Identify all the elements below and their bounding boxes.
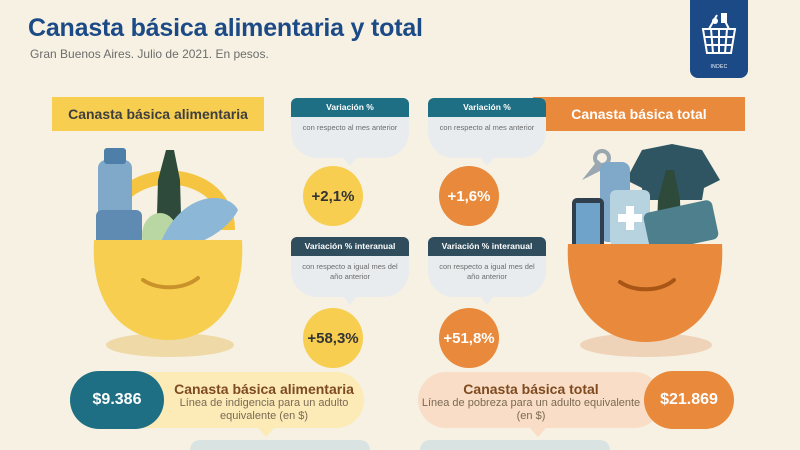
- page-title: Canasta básica alimentaria y total: [28, 14, 423, 42]
- monthly-variation-value-right: +1,6%: [439, 166, 499, 226]
- page-subtitle: Gran Buenos Aires. Julio de 2021. En pes…: [30, 47, 269, 61]
- bubble-label: Variación % interanual: [291, 237, 409, 256]
- logo-caption: INDEC: [710, 64, 728, 70]
- yearly-variation-bubble-left: Variación % interanual con respecto a ig…: [291, 237, 409, 305]
- cba-bar-title: Canasta básica alimentaria: [174, 381, 354, 397]
- cbt-bar-subtitle: Línea de pobreza para un adulto equivale…: [421, 397, 641, 422]
- yearly-variation-value-right: +51,8%: [439, 308, 499, 368]
- yearly-variation-bubble-right: Variación % interanual con respecto a ig…: [428, 237, 546, 305]
- cba-amount: $9.386: [70, 371, 164, 429]
- indec-logo: INDEC: [690, 0, 748, 78]
- cba-bar-subtitle: Línea de indigencia para un adulto equiv…: [179, 397, 349, 422]
- bubble-description: con respecto al mes anterior: [439, 123, 535, 132]
- monthly-variation-bubble-left: Variación % con respecto al mes anterior: [291, 98, 409, 166]
- bubble-description: con respecto a igual mes del año anterio…: [439, 262, 535, 281]
- heading-canasta-total: Canasta básica total: [533, 97, 745, 131]
- goods-basket-illustration: [567, 144, 723, 357]
- heading-canasta-alimentaria: Canasta básica alimentaria: [52, 97, 264, 131]
- cbt-bar-title: Canasta básica total: [463, 381, 599, 397]
- monthly-variation-value-left: +2,1%: [303, 166, 363, 226]
- poverty-line-bar: [418, 372, 662, 428]
- yearly-variation-value-left: +58,3%: [303, 308, 363, 368]
- bubble-label: Variación %: [291, 98, 409, 117]
- bubble-description: con respecto a igual mes del año anterio…: [302, 262, 398, 281]
- bubble-label: Variación %: [428, 98, 546, 117]
- food-basket-illustration: [93, 148, 243, 357]
- cbt-amount: $21.869: [644, 371, 734, 429]
- monthly-variation-bubble-right: Variación % con respecto al mes anterior: [428, 98, 546, 166]
- footer-strip-left: [190, 440, 370, 450]
- footer-strip-right: [420, 440, 610, 450]
- bubble-description: con respecto al mes anterior: [302, 123, 398, 132]
- basket-icon: [701, 13, 737, 54]
- bubble-label: Variación % interanual: [428, 237, 546, 256]
